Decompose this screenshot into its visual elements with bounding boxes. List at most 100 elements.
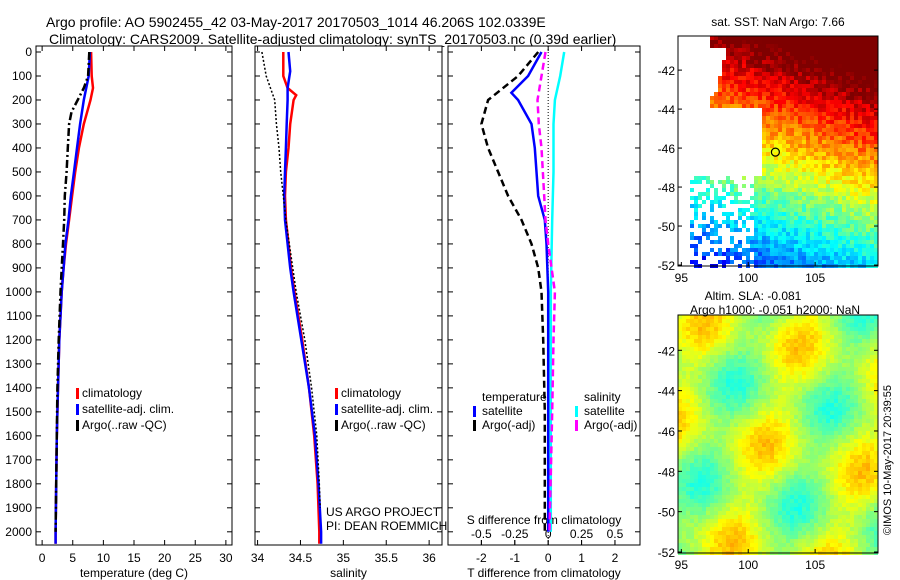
map-cell — [870, 343, 874, 347]
map-cell — [798, 479, 802, 483]
map-cell — [730, 515, 734, 519]
map-cell — [798, 172, 802, 176]
map-cell — [826, 451, 830, 455]
map-cell — [846, 136, 850, 140]
map-cell — [802, 148, 806, 152]
map-cell — [758, 379, 762, 383]
map-cell — [770, 120, 774, 124]
map-cell — [814, 339, 818, 343]
map-cell — [754, 343, 758, 347]
map-cell — [774, 515, 778, 519]
map-cell — [746, 104, 750, 108]
map-cell — [834, 511, 838, 515]
map-cell — [754, 455, 758, 459]
map-cell — [798, 431, 802, 435]
map-cell — [834, 204, 838, 208]
y-tick-label: 1600 — [5, 429, 32, 443]
map-cell — [826, 52, 830, 56]
map-cell — [822, 48, 826, 52]
map-cell — [722, 479, 726, 483]
map-cell — [690, 407, 694, 411]
map-cell — [854, 200, 858, 204]
map-cell — [778, 84, 782, 88]
map-cell — [858, 128, 862, 132]
map-cell — [754, 383, 758, 387]
map-cell — [810, 212, 814, 216]
map-cell — [858, 387, 862, 391]
map-cell — [834, 479, 838, 483]
map-cell — [770, 256, 774, 260]
map-cell — [766, 487, 770, 491]
map-cell — [678, 447, 682, 451]
map-cell — [790, 375, 794, 379]
map-cell — [814, 260, 818, 264]
map-cell — [838, 395, 842, 399]
map-cell — [750, 399, 754, 403]
map-cell — [822, 327, 826, 331]
map-cell — [862, 379, 866, 383]
map-cell — [870, 467, 874, 471]
map-cell — [758, 443, 762, 447]
map-cell — [818, 495, 822, 499]
map-cell — [806, 375, 810, 379]
map-cell — [702, 467, 706, 471]
map-cell — [774, 52, 778, 56]
map-cell — [782, 319, 786, 323]
map-cell — [850, 483, 854, 487]
map-cell — [854, 367, 858, 371]
map-cell — [770, 367, 774, 371]
map-cell — [742, 52, 746, 56]
map-cell — [850, 443, 854, 447]
map-cell — [690, 411, 694, 415]
map-cell — [834, 144, 838, 148]
map-cell — [698, 487, 702, 491]
map-cell — [850, 92, 854, 96]
map-cell — [758, 507, 762, 511]
map-cell — [870, 347, 874, 351]
map-cell — [726, 92, 730, 96]
map-cell — [802, 499, 806, 503]
map-cell — [794, 104, 798, 108]
map-cell — [874, 347, 878, 351]
map-cell — [834, 499, 838, 503]
map-cell — [822, 68, 826, 72]
map-cell — [830, 108, 834, 112]
map-cell — [754, 347, 758, 351]
map-cell — [794, 76, 798, 80]
map-cell — [806, 92, 810, 96]
map-cell — [686, 327, 690, 331]
map-cell — [842, 208, 846, 212]
map-cell — [826, 427, 830, 431]
map-cell — [770, 427, 774, 431]
map-cell — [798, 88, 802, 92]
map-cell — [850, 475, 854, 479]
map-cell — [822, 407, 826, 411]
map-cell — [714, 387, 718, 391]
map-cell — [858, 415, 862, 419]
map-cell — [734, 92, 738, 96]
map-cell — [830, 244, 834, 248]
map-cell — [754, 44, 758, 48]
map-cell — [806, 120, 810, 124]
map-cell — [834, 379, 838, 383]
map-cell — [726, 104, 730, 108]
map-cell — [810, 180, 814, 184]
map-cell — [874, 483, 878, 487]
y-tick-label: 1200 — [5, 333, 32, 347]
map-cell — [806, 68, 810, 72]
map-cell — [742, 76, 746, 80]
map-cell — [810, 335, 814, 339]
map-cell — [870, 443, 874, 447]
map-cell — [702, 447, 706, 451]
map-cell — [850, 164, 854, 168]
map-cell — [814, 343, 818, 347]
map-cell — [778, 371, 782, 375]
map-cell — [698, 439, 702, 443]
map-cell — [842, 92, 846, 96]
map-cell — [810, 351, 814, 355]
map-cell — [714, 443, 718, 447]
map-cell — [762, 475, 766, 479]
map-cell — [814, 447, 818, 451]
map-cell — [682, 383, 686, 387]
map-cell — [774, 224, 778, 228]
